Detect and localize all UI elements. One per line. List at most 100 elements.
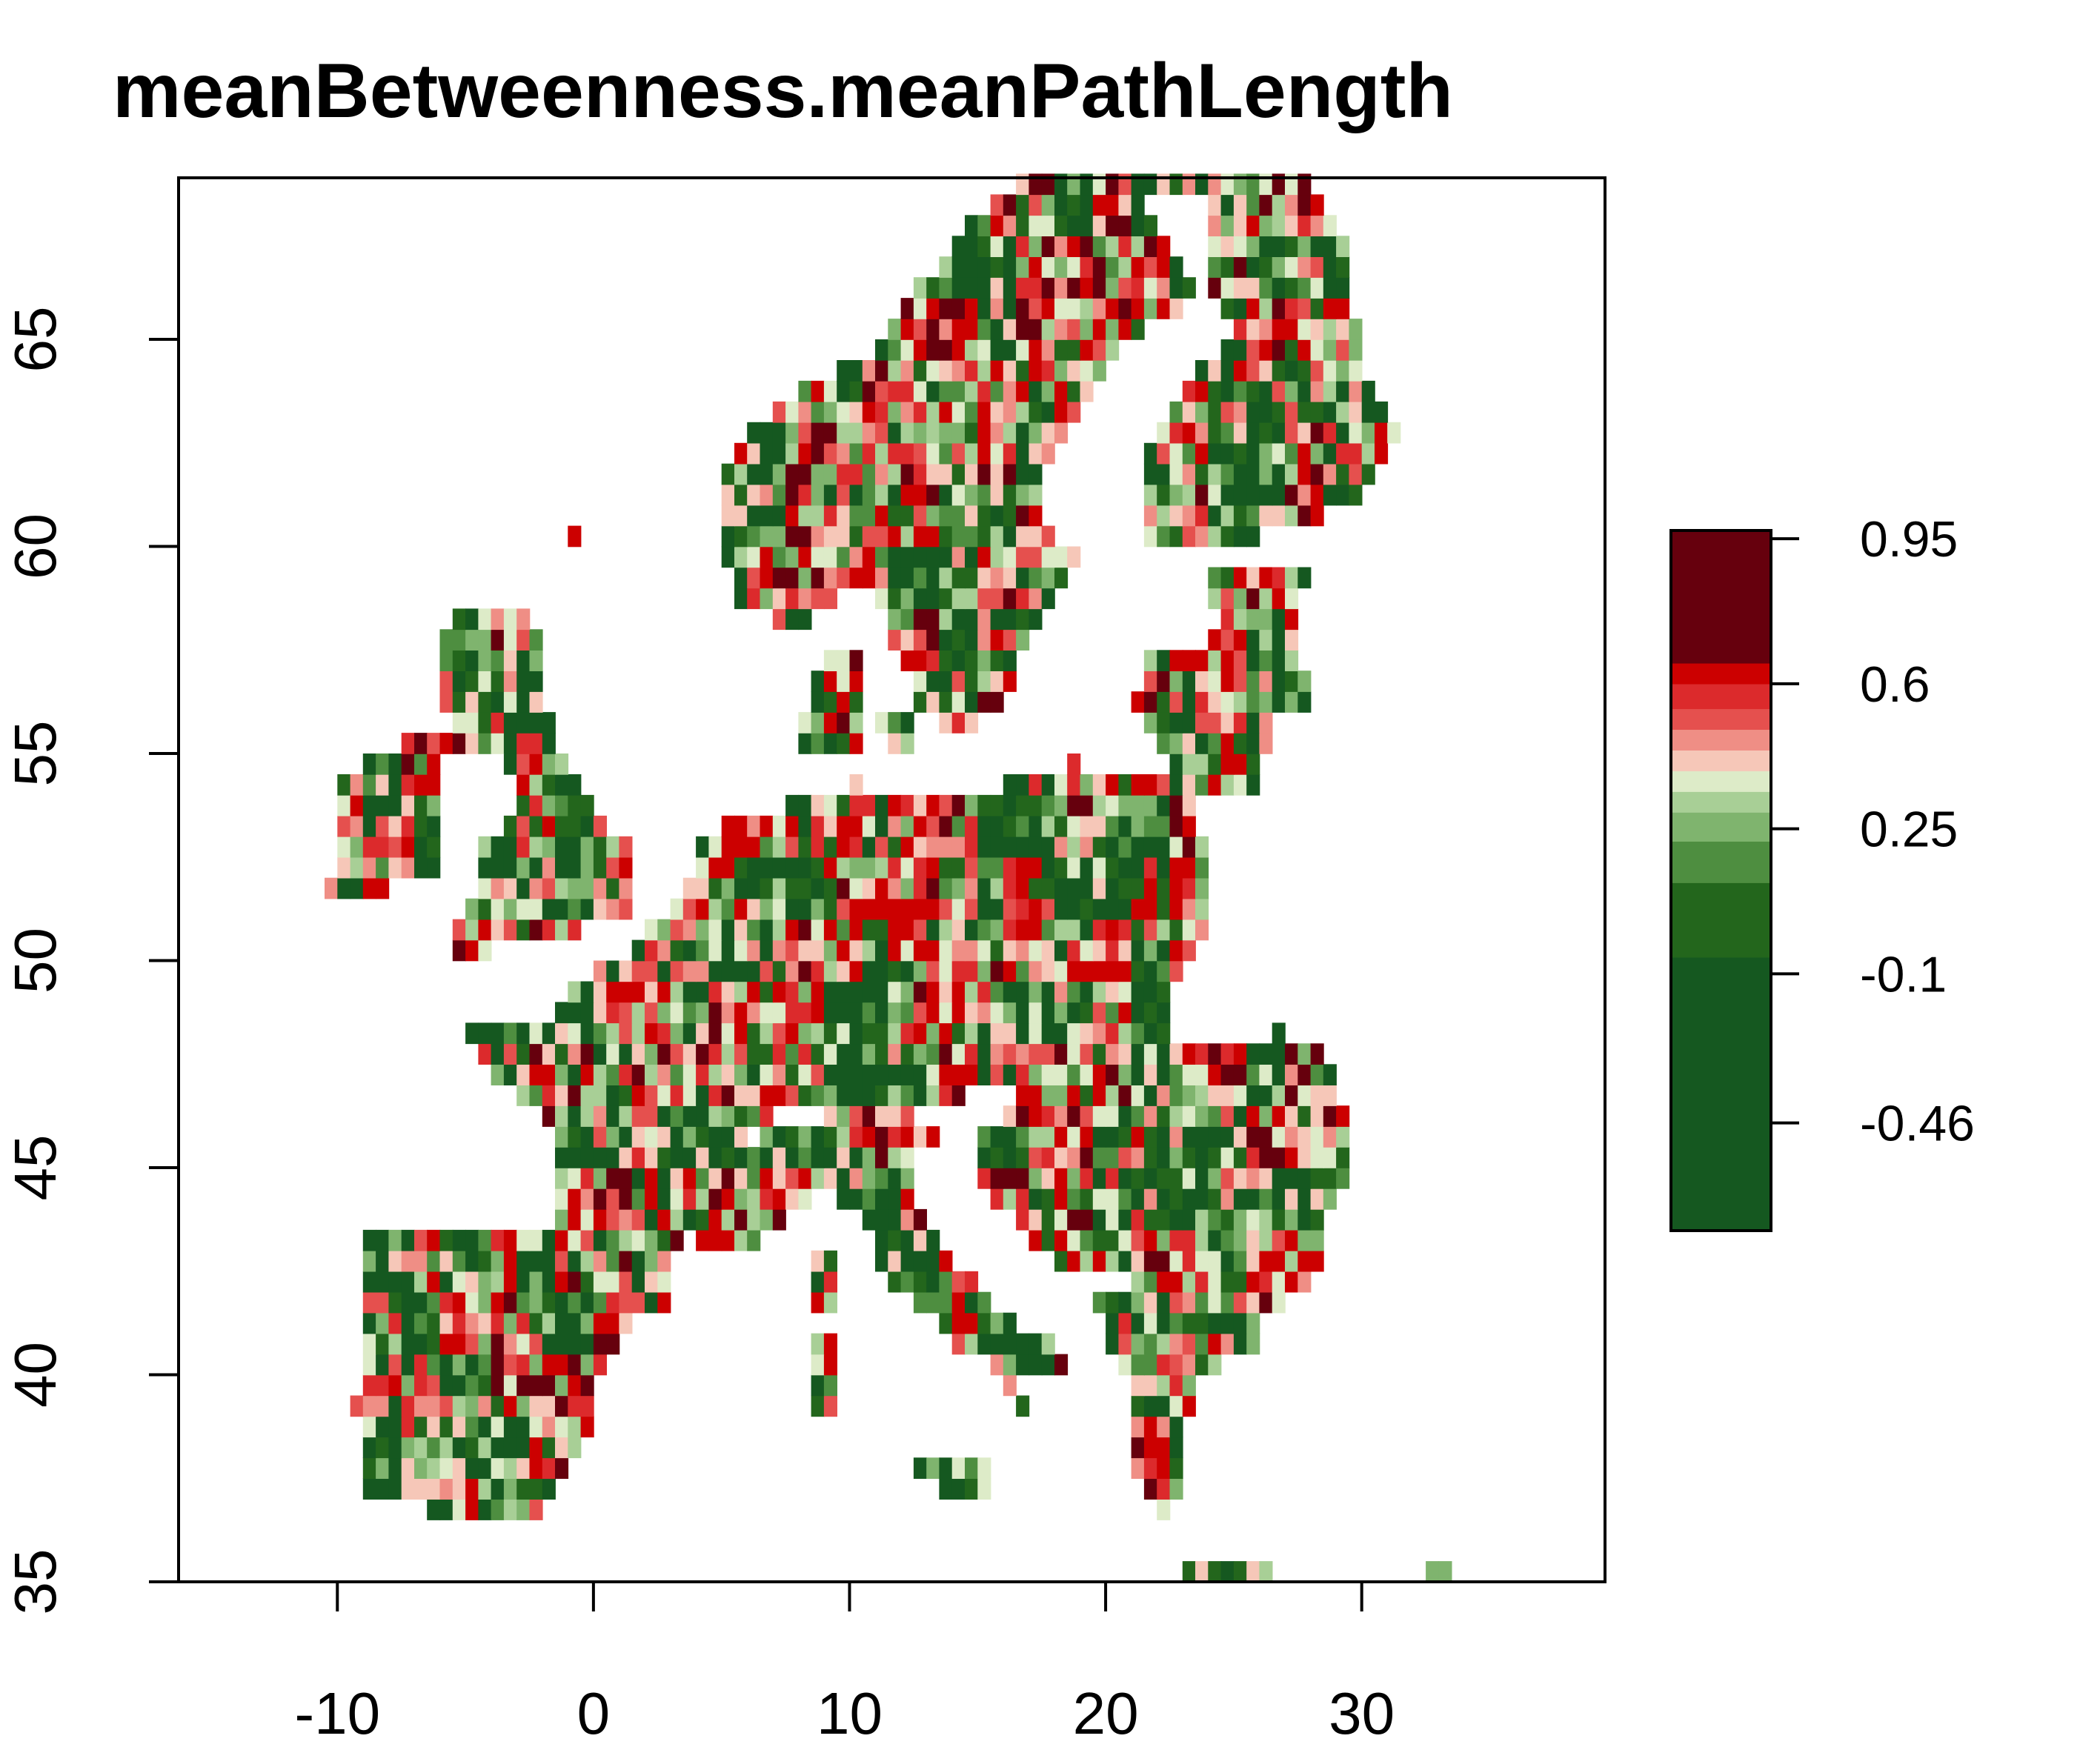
raster-cell (721, 836, 735, 858)
legend-band (1671, 729, 1771, 751)
raster-cell (734, 546, 748, 568)
raster-cell (1349, 339, 1363, 361)
raster-cell (1297, 360, 1312, 382)
raster-cell (823, 960, 837, 982)
raster-cell (785, 546, 800, 568)
raster-cell (849, 442, 863, 465)
raster-cell (1003, 319, 1017, 340)
raster-cell (772, 1126, 786, 1148)
raster-cell (555, 877, 569, 899)
raster-cell (939, 608, 953, 631)
raster-cell (939, 463, 953, 485)
raster-cell (1016, 1395, 1030, 1417)
raster-cell (491, 919, 505, 941)
raster-cell (414, 1457, 428, 1479)
raster-cell (1080, 919, 1094, 941)
raster-cell (913, 960, 927, 982)
raster-cell (1272, 380, 1286, 402)
raster-cell (465, 1478, 479, 1500)
raster-cell (1220, 215, 1235, 236)
raster-cell (1003, 505, 1017, 527)
raster-cell (478, 877, 492, 899)
raster-cell (516, 671, 531, 692)
raster-cell (977, 608, 991, 631)
raster-cell (580, 1002, 594, 1024)
raster-cell (645, 1126, 659, 1148)
raster-cell (491, 1064, 505, 1085)
raster-cell (478, 939, 492, 962)
raster-cell (965, 525, 979, 548)
raster-cell (721, 1168, 735, 1189)
raster-cell (580, 1416, 594, 1438)
raster-cell (913, 546, 927, 568)
raster-cell (734, 856, 748, 879)
raster-cell (888, 442, 902, 465)
raster-cell (1220, 1250, 1235, 1272)
raster-cell (1220, 1126, 1235, 1148)
raster-cell (1016, 939, 1030, 962)
raster-cell (965, 919, 979, 941)
raster-cell (1131, 194, 1145, 216)
raster-cell (1143, 836, 1157, 858)
raster-cell (888, 380, 902, 402)
raster-cell (1272, 1022, 1286, 1045)
raster-cell (1041, 1105, 1055, 1127)
raster-cell (388, 1354, 402, 1376)
raster-cell (1080, 1043, 1094, 1065)
raster-cell (965, 277, 979, 299)
raster-cell (1003, 1168, 1017, 1189)
raster-cell (1220, 1188, 1235, 1210)
raster-cell (747, 981, 761, 1003)
raster-cell (849, 401, 863, 423)
raster-cell (1195, 733, 1209, 754)
raster-cell (619, 1208, 633, 1231)
raster-cell (1233, 629, 1247, 651)
raster-cell (823, 463, 837, 485)
raster-cell (862, 1126, 876, 1148)
raster-cell (977, 1002, 991, 1024)
raster-cell (1233, 1188, 1247, 1210)
raster-cell (990, 877, 1004, 899)
raster-cell (555, 856, 569, 879)
raster-cell (619, 898, 633, 920)
raster-cell (760, 1126, 774, 1148)
raster-cell (1131, 1188, 1145, 1210)
raster-cell (1349, 380, 1363, 402)
raster-cell (657, 1002, 671, 1024)
raster-cell (1259, 567, 1273, 589)
raster-cell (1246, 319, 1260, 340)
raster-cell (465, 1291, 479, 1314)
raster-cell (619, 1229, 633, 1251)
raster-cell (708, 960, 722, 982)
raster-cell (1016, 1043, 1030, 1065)
raster-cell (1016, 567, 1030, 589)
raster-cell (939, 898, 953, 920)
raster-cell (1041, 525, 1055, 548)
raster-cell (1323, 401, 1337, 423)
raster-cell (837, 836, 851, 858)
raster-cell (951, 981, 966, 1003)
raster-cell (1067, 794, 1081, 816)
raster-cell (772, 505, 786, 527)
raster-cell (1297, 236, 1312, 257)
raster-cell (619, 1271, 633, 1293)
legend-color-bar (1671, 530, 1771, 1231)
raster-cell (721, 1043, 735, 1065)
raster-cell (1118, 194, 1132, 216)
raster-cell (939, 401, 953, 423)
raster-cell (900, 1126, 914, 1148)
raster-cell (1131, 1374, 1145, 1397)
raster-cell (478, 1291, 492, 1314)
raster-cell (1106, 919, 1120, 941)
raster-cell (1195, 401, 1209, 423)
raster-cell (1067, 1208, 1081, 1231)
raster-cell (1041, 877, 1055, 899)
raster-cell (785, 1022, 800, 1045)
raster-cell (503, 1395, 517, 1417)
raster-cell (811, 1064, 825, 1085)
raster-cell (721, 1105, 735, 1127)
raster-cell (1208, 505, 1222, 527)
raster-cell (1016, 380, 1030, 402)
raster-cell (682, 919, 697, 941)
